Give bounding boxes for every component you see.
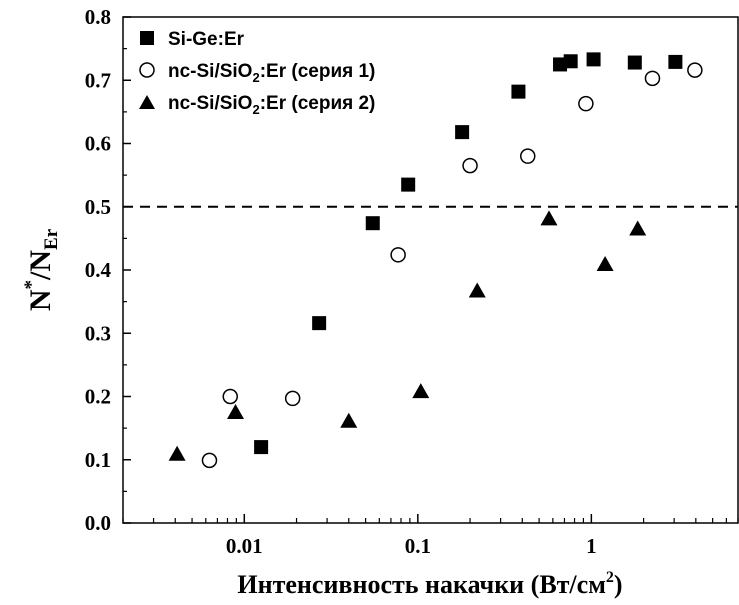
point-series-1 <box>284 390 301 407</box>
legend-label-series-1: nc-Si/SiO2:Er (серия 1) <box>168 61 375 85</box>
point-series-2 <box>168 445 186 461</box>
point-series-0 <box>627 55 642 70</box>
point-series-1 <box>578 95 594 112</box>
y-tick-label: 0.6 <box>85 132 111 156</box>
point-series-0 <box>312 316 327 331</box>
y-axis-title: N*/NEr <box>21 228 62 311</box>
point-series-0 <box>586 52 601 67</box>
y-tick-label: 0.5 <box>85 195 111 219</box>
y-tick-label: 0.8 <box>85 5 111 29</box>
y-tick-label: 0.7 <box>85 68 111 92</box>
x-axis-ticks: 0.01 0.1 1 <box>122 514 739 558</box>
point-series-0 <box>563 54 578 69</box>
x-axis-title: Интенсивность накачки (Вт/см2) <box>237 569 622 599</box>
point-series-0 <box>401 177 416 192</box>
point-series-2 <box>596 255 614 271</box>
legend-label-si-ge-er: Si-Ge:Er <box>168 29 245 50</box>
legend: Si-Ge:Er nc-Si/SiO2:Er (серия 1) nc-Si/S… <box>139 29 375 117</box>
point-series-2 <box>629 220 647 236</box>
y-tick-label: 0.1 <box>85 448 111 472</box>
point-series-1 <box>222 388 238 405</box>
x-tick-label: 0.01 <box>226 534 263 558</box>
point-series-1 <box>390 247 406 263</box>
point-series-0 <box>455 125 470 140</box>
point-series-1 <box>201 452 218 469</box>
x-tick-label: 0.1 <box>405 534 431 558</box>
legend-label-series-2: nc-Si/SiO2:Er (серия 2) <box>168 93 375 117</box>
point-series-2 <box>412 383 430 399</box>
y-axis-ticks: 0.0 0.1 0.2 0.3 0.4 0.5 0.6 0.7 0.8 <box>85 5 131 535</box>
point-series-1 <box>519 148 536 164</box>
data-markers <box>168 52 703 469</box>
y-tick-label: 0.2 <box>85 385 111 409</box>
point-series-1 <box>462 157 478 174</box>
point-series-1 <box>644 70 661 87</box>
y-tick-label: 0.3 <box>85 321 111 345</box>
point-series-0 <box>553 57 568 72</box>
x-tick-label: 1 <box>586 534 597 558</box>
point-series-0 <box>254 440 269 455</box>
point-series-2 <box>227 403 245 419</box>
point-series-2 <box>468 282 486 298</box>
y-tick-label: 0.4 <box>85 258 112 282</box>
point-series-1 <box>687 62 703 78</box>
point-series-0 <box>668 54 683 69</box>
point-series-0 <box>511 84 526 99</box>
point-series-2 <box>540 210 558 226</box>
point-series-2 <box>340 412 358 428</box>
legend-marker-si-ge-er <box>140 31 154 45</box>
y-tick-label: 0.0 <box>85 511 111 535</box>
legend-marker-series-1 <box>139 62 155 78</box>
legend-marker-series-2 <box>139 95 155 109</box>
point-series-0 <box>365 216 380 231</box>
